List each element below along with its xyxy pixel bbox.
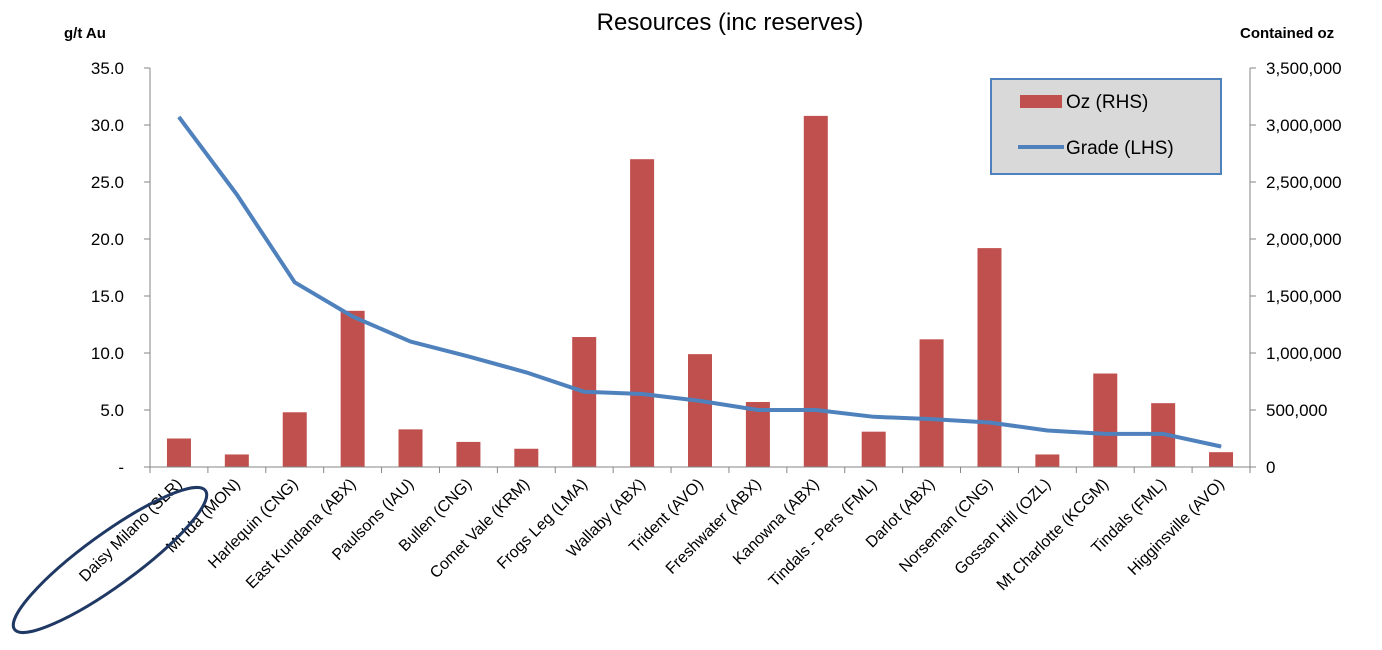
left-tick-label: 35.0 bbox=[91, 59, 124, 78]
right-axis-ticks: 0 500,000 1,000,000 1,500,000 2,000,000 2,500… bbox=[1266, 59, 1342, 477]
left-tick-label: 5.0 bbox=[100, 401, 124, 420]
right-tick-label: 500,000 bbox=[1266, 401, 1327, 420]
grade-point bbox=[1220, 445, 1222, 447]
category-labels: Daisy Milano (SLR)Mt Ida (MON)Harlequin … bbox=[76, 476, 1228, 594]
grade-point bbox=[467, 355, 469, 357]
oz-bar bbox=[630, 159, 655, 467]
grade-line-group bbox=[177, 115, 1222, 449]
right-tick-label: 2,500,000 bbox=[1266, 173, 1342, 192]
category-label: Mt Charlotte (KCGM) bbox=[994, 476, 1112, 594]
left-tick-label: 25.0 bbox=[91, 173, 124, 192]
category-label: Gossan Hill (OZL) bbox=[952, 476, 1055, 579]
oz-bar bbox=[977, 248, 1002, 467]
legend-bar-label: Oz (RHS) bbox=[1066, 92, 1148, 113]
oz-bar bbox=[1093, 373, 1118, 467]
grade-point bbox=[699, 400, 701, 402]
grade-point bbox=[583, 391, 585, 393]
left-tick-label: 15.0 bbox=[91, 287, 124, 306]
right-tick-label: 1,000,000 bbox=[1266, 344, 1342, 363]
left-axis-ticks: - 5.0 10.0 15.0 20.0 25.0 30.0 35.0 bbox=[91, 59, 124, 477]
grade-point bbox=[757, 409, 759, 411]
left-tick-label: 10.0 bbox=[91, 344, 124, 363]
left-axis-title: g/t Au bbox=[64, 25, 106, 42]
category-label: Higginsville (AVO) bbox=[1125, 476, 1228, 579]
right-tick-label: 1,500,000 bbox=[1266, 287, 1342, 306]
oz-bar bbox=[688, 354, 712, 467]
grade-point bbox=[294, 281, 296, 283]
category-label: Comet Vale (KRM) bbox=[427, 476, 533, 582]
grade-point bbox=[873, 416, 875, 418]
grade-point bbox=[1162, 433, 1164, 435]
legend-box bbox=[990, 78, 1222, 175]
right-tick-label: 0 bbox=[1266, 458, 1275, 477]
right-tick-label: 3,000,000 bbox=[1266, 116, 1342, 135]
grade-point bbox=[236, 194, 238, 196]
oz-bar bbox=[919, 339, 944, 467]
oz-bar bbox=[282, 412, 307, 467]
oz-bar bbox=[166, 438, 191, 467]
axes bbox=[144, 67, 1256, 473]
grade-point bbox=[1104, 433, 1106, 435]
highlight-ellipse bbox=[11, 486, 209, 634]
grade-point bbox=[641, 393, 643, 395]
category-label: Daisy Milano (SLR) bbox=[76, 476, 185, 585]
grade-point bbox=[525, 371, 527, 373]
legend: Oz (RHS) Grade (LHS) bbox=[990, 78, 1222, 175]
grade-point bbox=[815, 409, 817, 411]
right-axis-title: Contained oz bbox=[1240, 25, 1334, 42]
oz-bar bbox=[745, 402, 770, 467]
right-tick-label: 3,500,000 bbox=[1266, 59, 1342, 78]
grade-point bbox=[988, 422, 990, 424]
category-label: Tindals - Pers (FML) bbox=[766, 476, 881, 591]
oz-bar bbox=[1209, 452, 1234, 467]
legend-line-label: Grade (LHS) bbox=[1066, 138, 1174, 159]
oz-bar bbox=[803, 115, 828, 467]
oz-bars bbox=[166, 115, 1234, 467]
oz-bar bbox=[572, 337, 597, 467]
oz-bar bbox=[1035, 454, 1060, 467]
grade-point bbox=[1046, 430, 1048, 432]
grade-point bbox=[931, 418, 933, 420]
grade-point bbox=[352, 316, 354, 318]
oz-bar bbox=[456, 441, 481, 467]
left-tick-label: - bbox=[118, 458, 124, 477]
grade-point bbox=[178, 116, 180, 118]
right-tick-label: 2,000,000 bbox=[1266, 230, 1342, 249]
category-label: East Kundana (ABX) bbox=[243, 476, 359, 592]
left-tick-label: 30.0 bbox=[91, 116, 124, 135]
chart-title: Resources (inc reserves) bbox=[597, 9, 864, 36]
oz-bar bbox=[514, 448, 539, 467]
oz-bar bbox=[224, 454, 249, 467]
oz-bar bbox=[861, 431, 886, 467]
left-tick-label: 20.0 bbox=[91, 230, 124, 249]
oz-bar bbox=[398, 429, 423, 467]
grade-point bbox=[410, 341, 412, 343]
category-label: Freshwater (ABX) bbox=[663, 476, 765, 578]
legend-bar-swatch bbox=[1020, 95, 1062, 108]
oz-bar bbox=[340, 310, 365, 467]
